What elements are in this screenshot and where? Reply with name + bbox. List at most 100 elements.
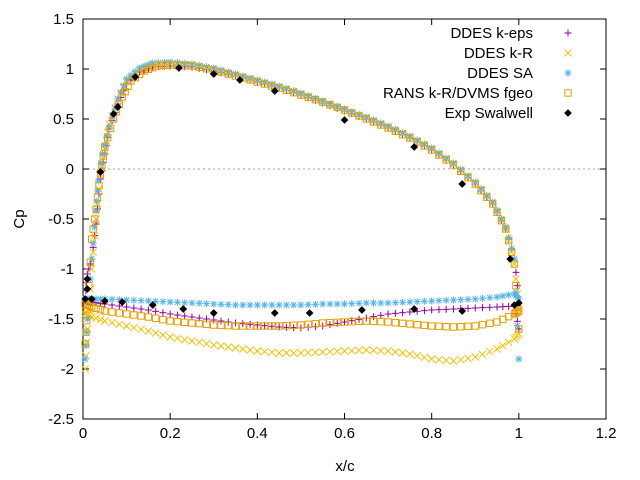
data-point <box>435 151 443 159</box>
x-tick-label: 0.4 <box>247 425 268 442</box>
data-point <box>413 136 421 144</box>
data-point <box>435 297 443 305</box>
data-point <box>326 100 334 109</box>
data-point <box>282 301 290 309</box>
data-point <box>506 255 515 263</box>
data-point <box>485 347 494 356</box>
x-tick-label: 1 <box>515 425 523 442</box>
data-point <box>449 323 458 331</box>
data-point <box>311 300 319 308</box>
data-point <box>442 322 450 331</box>
data-point <box>180 318 189 327</box>
data-point <box>384 299 392 307</box>
data-point <box>435 355 443 364</box>
data-point <box>340 347 349 355</box>
data-point <box>326 347 334 356</box>
data-point <box>428 144 436 152</box>
data-point <box>82 328 90 337</box>
data-point <box>362 299 370 307</box>
data-point <box>478 350 487 359</box>
data-point <box>92 205 100 213</box>
data-point <box>159 298 167 306</box>
data-point <box>270 87 279 95</box>
data-point <box>355 346 363 355</box>
data-point <box>151 314 160 323</box>
data-point <box>340 106 349 114</box>
legend-label: DDES SA <box>467 65 533 82</box>
data-point <box>420 297 428 305</box>
data-point <box>289 88 298 97</box>
data-point <box>144 313 153 321</box>
data-point <box>166 61 174 69</box>
data-point <box>96 305 105 314</box>
data-point <box>92 304 100 313</box>
data-point <box>442 356 451 365</box>
data-point <box>471 322 479 330</box>
data-point <box>275 84 283 92</box>
data-point <box>152 307 160 315</box>
data-point <box>282 323 290 331</box>
data-point <box>105 123 113 131</box>
data-point <box>99 152 108 160</box>
data-point <box>497 216 506 225</box>
data-point <box>464 304 472 312</box>
data-points <box>81 58 523 373</box>
data-point <box>341 318 348 326</box>
data-point <box>81 340 89 348</box>
data-point <box>486 319 494 328</box>
x-tick-label: 1.2 <box>596 425 617 442</box>
data-point <box>435 306 443 314</box>
data-point <box>464 354 472 363</box>
data-point <box>435 149 443 157</box>
data-point <box>282 349 291 357</box>
data-point <box>449 305 457 313</box>
data-point <box>253 322 262 330</box>
data-point <box>108 318 116 327</box>
data-point <box>420 307 428 315</box>
data-point <box>202 320 211 329</box>
data-point <box>151 329 160 337</box>
data-point <box>115 302 123 310</box>
data-point <box>355 317 363 326</box>
data-point <box>297 301 305 309</box>
data-point <box>148 301 157 309</box>
data-point <box>471 304 479 312</box>
data-point <box>122 310 131 318</box>
data-point <box>96 315 105 324</box>
data-point <box>268 301 276 309</box>
data-point <box>319 98 327 106</box>
data-point <box>83 301 92 309</box>
data-point <box>304 301 312 309</box>
data-point <box>355 110 363 118</box>
data-point <box>435 322 443 331</box>
data-point <box>246 301 254 309</box>
data-point <box>458 307 467 315</box>
data-point <box>224 321 232 330</box>
y-tick-label: -0.5 <box>48 211 74 228</box>
data-point <box>413 138 421 146</box>
data-point <box>410 305 419 313</box>
data-point <box>173 311 181 319</box>
data-point <box>232 301 240 309</box>
legend-label: Exp Swalwell <box>445 105 533 122</box>
data-point <box>420 142 429 150</box>
data-point <box>270 309 279 317</box>
data-point <box>224 70 232 78</box>
data-point <box>464 322 472 331</box>
data-point <box>384 318 392 326</box>
data-point <box>217 68 225 76</box>
data-point <box>87 295 96 303</box>
data-point <box>304 92 312 100</box>
data-point <box>195 338 204 347</box>
data-point <box>129 323 138 332</box>
data-point <box>333 103 341 112</box>
data-point <box>370 313 378 321</box>
data-point <box>217 300 225 308</box>
data-point <box>217 321 225 330</box>
data-point <box>81 355 89 363</box>
data-point <box>180 61 189 70</box>
data-point <box>504 312 513 321</box>
data-point <box>493 208 501 217</box>
data-point <box>413 298 421 306</box>
